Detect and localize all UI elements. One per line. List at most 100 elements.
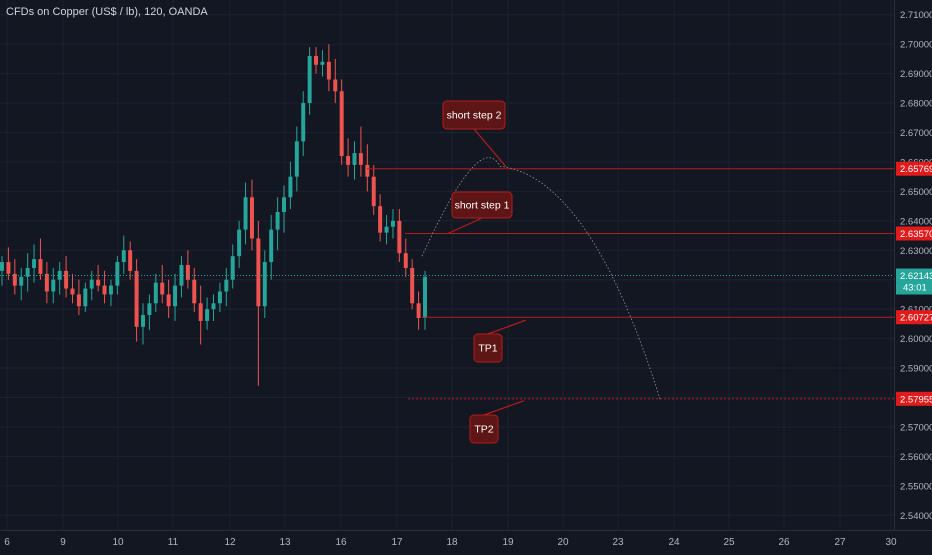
callout-pointer (487, 319, 527, 335)
time-tick-label: 25 (723, 537, 735, 548)
candle-body (358, 153, 363, 165)
price-tag-label: 2.60727 (900, 313, 932, 324)
candle-body (19, 276, 24, 286)
candles (0, 44, 427, 386)
price-tick-label: 2.71000 (900, 10, 932, 21)
countdown-label: 43:01 (903, 283, 927, 294)
candle-body (51, 279, 56, 292)
last-price-tag (896, 268, 932, 295)
projection-path (421, 157, 661, 400)
candle-body (326, 61, 331, 80)
candle-body (339, 91, 344, 157)
candle-body (320, 61, 325, 65)
candle-body (333, 79, 338, 92)
callout-short-step-2[interactable] (442, 100, 506, 130)
time-scale-divider (0, 530, 932, 531)
candle-body (38, 259, 43, 274)
candle-body (256, 238, 261, 307)
candle-body (243, 197, 248, 230)
candle-body (198, 303, 203, 321)
candle-body (217, 291, 222, 304)
candle-body (230, 256, 235, 280)
price-tick-label: 2.59000 (900, 364, 932, 375)
candle-body (275, 212, 280, 230)
price-tag (896, 310, 932, 325)
time-tick-label: 11 (168, 537, 179, 548)
candle-body (128, 250, 133, 271)
projection (421, 157, 661, 400)
time-tick-label: 13 (279, 537, 291, 548)
candle-body (89, 279, 94, 289)
candle-body (185, 265, 190, 280)
time-tick-label: 23 (612, 537, 624, 548)
grid (0, 0, 894, 530)
levels (0, 168, 894, 400)
time-axis[interactable]: 6 9 10 11 12 13 16 17 18 19 20 23 24 25 26 27 30 (4, 537, 897, 548)
price-tag-label: 2.57955 (900, 394, 932, 405)
time-tick-label: 20 (557, 537, 569, 548)
candle-body (390, 220, 395, 227)
price-tick-label: 2.61000 (900, 305, 932, 316)
candle-body (147, 303, 152, 316)
price-tick-label: 2.64000 (900, 216, 932, 227)
candle-body (294, 141, 299, 177)
candle-body (346, 156, 351, 165)
price-tick-label: 2.65000 (900, 187, 932, 198)
price-tick-label: 2.60000 (900, 334, 932, 345)
candle-body (301, 103, 306, 142)
candle-body (166, 294, 171, 307)
candle-body (173, 285, 178, 307)
last-price-label: 2.62143 (900, 271, 932, 282)
candle-body (307, 55, 312, 104)
candle-body (96, 279, 101, 286)
candle-body (403, 253, 408, 268)
callout-tp2[interactable] (469, 414, 499, 444)
price-tag-label: 2.63570 (900, 229, 932, 240)
candle-body (179, 265, 184, 286)
candle-body (115, 262, 120, 286)
callout-tp1[interactable] (473, 333, 503, 363)
candle-body (365, 164, 370, 177)
price-tick-label: 2.57000 (900, 422, 932, 433)
price-tag-label: 2.65769 (900, 164, 932, 175)
candle-body (160, 282, 165, 295)
time-tick-label: 26 (778, 537, 790, 548)
candle-body (410, 267, 415, 304)
price-tag (896, 391, 932, 406)
annotations: short step 2 short step 1 TP1 TP2 (442, 100, 527, 444)
price-scale-divider (894, 0, 895, 530)
candle-body (76, 294, 81, 307)
price-tick-label: 2.54000 (900, 511, 932, 522)
time-tick-label: 10 (112, 537, 124, 548)
candle-body (153, 282, 158, 304)
candle-body (141, 315, 145, 327)
candle-body (352, 153, 357, 165)
price-tag (896, 226, 932, 241)
candle-body (224, 279, 229, 292)
candle-body (25, 267, 30, 277)
candle-body (108, 285, 113, 295)
candle-body (416, 303, 421, 318)
time-tick-label: 30 (885, 537, 897, 548)
candle-body (134, 270, 139, 327)
candle-body (211, 303, 216, 310)
candle-body (423, 276, 427, 318)
candle-body (102, 285, 107, 295)
time-tick-label: 24 (668, 537, 680, 548)
price-tick-label: 2.67000 (900, 128, 932, 139)
candle-body (378, 206, 383, 233)
callout-label: TP1 (478, 343, 497, 355)
candle-body (64, 270, 69, 289)
callout-short-step-1[interactable] (451, 191, 513, 219)
callout-pointer (447, 217, 483, 235)
candle-body (282, 197, 286, 212)
candle-body (121, 250, 126, 263)
price-axis[interactable]: 2.710002.700002.690002.680002.670002.660… (900, 10, 932, 522)
callout-label: short step 1 (455, 200, 510, 212)
candle-body (269, 229, 274, 263)
time-tick-label: 27 (834, 537, 846, 548)
candle-body (288, 176, 293, 198)
price-tick-label: 2.69000 (900, 69, 932, 80)
